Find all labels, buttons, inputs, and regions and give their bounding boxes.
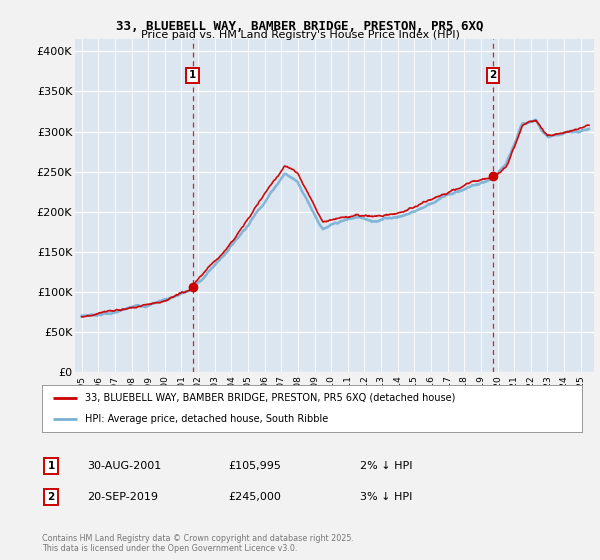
Text: 33, BLUEBELL WAY, BAMBER BRIDGE, PRESTON, PR5 6XQ: 33, BLUEBELL WAY, BAMBER BRIDGE, PRESTON… <box>116 20 484 32</box>
Text: £105,995: £105,995 <box>228 461 281 471</box>
Text: 30-AUG-2001: 30-AUG-2001 <box>87 461 161 471</box>
Text: 1: 1 <box>47 461 55 471</box>
Text: 2: 2 <box>47 492 55 502</box>
Text: HPI: Average price, detached house, South Ribble: HPI: Average price, detached house, Sout… <box>85 414 328 424</box>
Text: Price paid vs. HM Land Registry's House Price Index (HPI): Price paid vs. HM Land Registry's House … <box>140 30 460 40</box>
Text: 2: 2 <box>489 71 496 80</box>
Text: 2% ↓ HPI: 2% ↓ HPI <box>360 461 413 471</box>
Text: £245,000: £245,000 <box>228 492 281 502</box>
Text: 3% ↓ HPI: 3% ↓ HPI <box>360 492 412 502</box>
Text: Contains HM Land Registry data © Crown copyright and database right 2025.
This d: Contains HM Land Registry data © Crown c… <box>42 534 354 553</box>
Text: 20-SEP-2019: 20-SEP-2019 <box>87 492 158 502</box>
Text: 1: 1 <box>189 71 196 80</box>
Text: 33, BLUEBELL WAY, BAMBER BRIDGE, PRESTON, PR5 6XQ (detached house): 33, BLUEBELL WAY, BAMBER BRIDGE, PRESTON… <box>85 393 455 403</box>
